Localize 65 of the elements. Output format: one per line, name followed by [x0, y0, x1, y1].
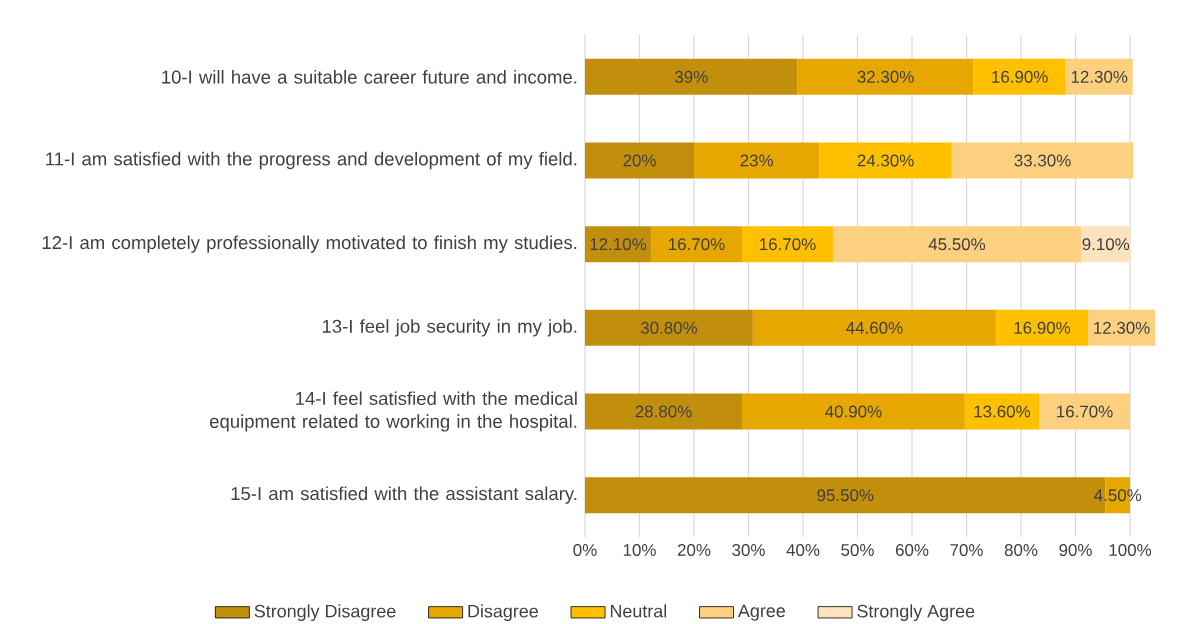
x-tick-label: 10% — [623, 544, 656, 557]
bar — [585, 226, 651, 263]
x-tick-label: 60% — [895, 544, 929, 557]
legend-label: Strongly Agree — [857, 604, 975, 622]
data-label: 95.50% — [817, 489, 874, 502]
data-label: 16.70% — [669, 238, 725, 251]
bar — [1065, 58, 1133, 95]
data-label: 16.70% — [760, 238, 816, 251]
y-tick-label: 13-I feel job security in my job. — [322, 319, 577, 337]
bar — [585, 142, 695, 179]
data-label: 12.30% — [1071, 70, 1128, 83]
data-label: 45.50% — [928, 238, 986, 251]
y-tick-label: 15-I am satisfied with the assistant salary. — [231, 486, 577, 504]
bar — [694, 142, 820, 179]
bar — [741, 393, 965, 430]
bar — [964, 393, 1039, 430]
data-label: 12.30% — [1094, 321, 1150, 334]
x-tick-label: 40% — [786, 544, 820, 557]
data-label: 16.90% — [992, 70, 1048, 83]
bar — [752, 309, 996, 346]
bar — [951, 142, 1134, 179]
data-label: 23% — [740, 154, 774, 167]
bar — [797, 58, 974, 95]
x-tick-label: 70% — [950, 544, 983, 557]
data-label: 30.80% — [640, 321, 698, 334]
data-label: 12.10% — [590, 238, 647, 251]
y-tick-label: 10-I will have a suitable career future and income. — [162, 70, 577, 84]
x-tick-label: 50% — [841, 544, 874, 557]
data-label: 39% — [674, 70, 708, 83]
bar — [585, 309, 753, 346]
bar — [741, 226, 833, 263]
x-tick-label: 90% — [1059, 544, 1092, 557]
x-tick-label: 20% — [677, 544, 711, 557]
bar — [650, 226, 742, 263]
y-tick-label: 12-I am completely professionally motivated to finish my studies. — [42, 235, 577, 253]
x-tick-label: 30% — [732, 544, 765, 557]
data-label: 16.90% — [1014, 321, 1071, 334]
data-label: 24.30% — [857, 154, 914, 167]
data-label: 9.10% — [1082, 238, 1130, 251]
data-label: 40.90% — [825, 405, 882, 418]
y-tick-label: 14-I feel satisfied with the medical equipment related to working in the hospital. — [209, 391, 577, 432]
data-label: 16.70% — [1057, 405, 1113, 418]
y-tick-label: 11-I am satisfied with the progress and development of my field. — [46, 151, 577, 170]
x-tick-label: 100% — [1109, 544, 1152, 557]
bar — [973, 58, 1066, 95]
bar — [1088, 309, 1156, 346]
x-tick-label: 80% — [1004, 544, 1038, 557]
x-tick-label: 0% — [573, 544, 597, 557]
legend-label: Neutral — [610, 604, 667, 618]
bar — [1039, 393, 1131, 430]
data-label: 28.80% — [635, 405, 692, 418]
data-label: 44.60% — [846, 321, 903, 334]
legend-label: Strongly Disagree — [254, 604, 396, 622]
bar — [832, 226, 1081, 263]
data-label: 13.60% — [974, 405, 1031, 418]
data-label: 33.30% — [1014, 154, 1071, 167]
bar — [995, 309, 1089, 346]
legend-label: Disagree — [468, 604, 538, 622]
data-label: 32.30% — [857, 70, 914, 83]
data-label: 20% — [623, 154, 656, 167]
bar — [585, 393, 742, 430]
legend-label: Agree — [737, 604, 785, 621]
bar — [1080, 226, 1131, 263]
bar — [819, 142, 952, 179]
bar — [585, 58, 798, 95]
